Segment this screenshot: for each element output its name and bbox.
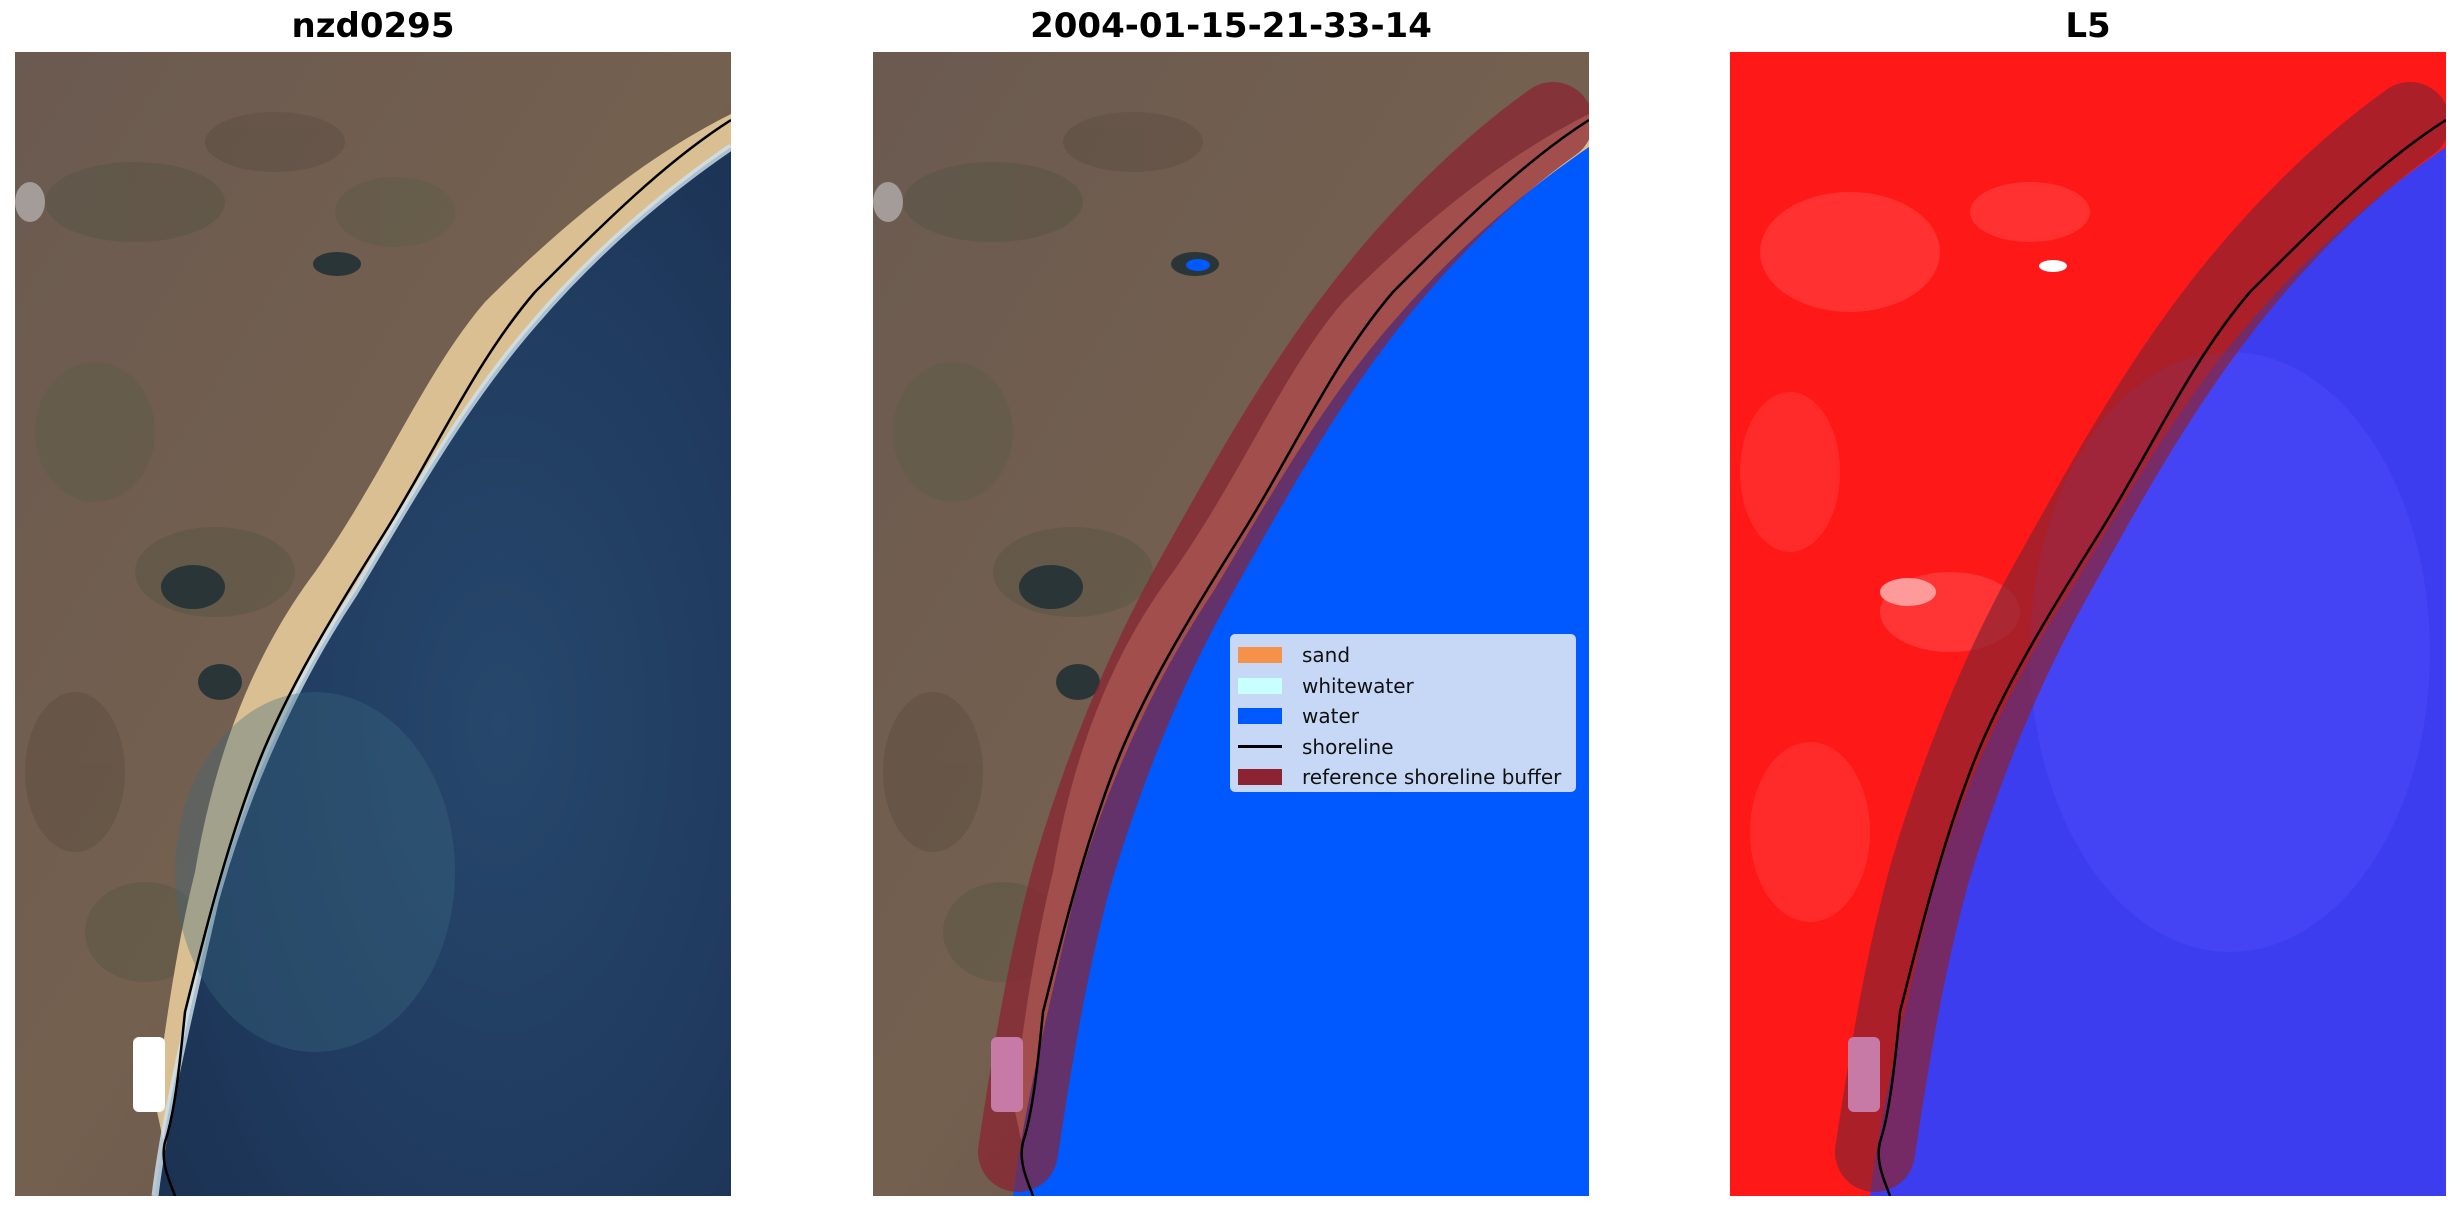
legend: sand whitewater water shoreline referenc… <box>1230 634 1576 792</box>
legend-label: reference shoreline buffer <box>1302 765 1562 790</box>
legend-label: water <box>1302 704 1359 729</box>
sand-swatch <box>1238 647 1282 664</box>
panel-title-rgb: nzd0295 <box>291 6 455 46</box>
legend-item-sand: sand <box>1238 640 1568 671</box>
legend-item-shoreline: shoreline <box>1238 732 1568 763</box>
legend-label: sand <box>1302 643 1351 668</box>
rgb-satellite-image <box>15 52 731 1196</box>
water-swatch <box>1238 708 1282 725</box>
legend-item-reference-buffer: reference shoreline buffer <box>1238 762 1568 793</box>
shoreline-line-swatch <box>1238 745 1282 749</box>
panel-title-index: L5 <box>2065 6 2111 46</box>
whitewater-swatch <box>1238 677 1282 694</box>
buffer-swatch <box>1238 769 1282 786</box>
legend-label: whitewater <box>1302 673 1414 698</box>
index-image <box>1730 52 2446 1196</box>
legend-item-water: water <box>1238 701 1568 732</box>
classified-image <box>873 52 1589 1196</box>
legend-label: shoreline <box>1302 734 1394 759</box>
legend-item-whitewater: whitewater <box>1238 671 1568 702</box>
panel-title-classified: 2004-01-15-21-33-14 <box>1030 6 1432 46</box>
